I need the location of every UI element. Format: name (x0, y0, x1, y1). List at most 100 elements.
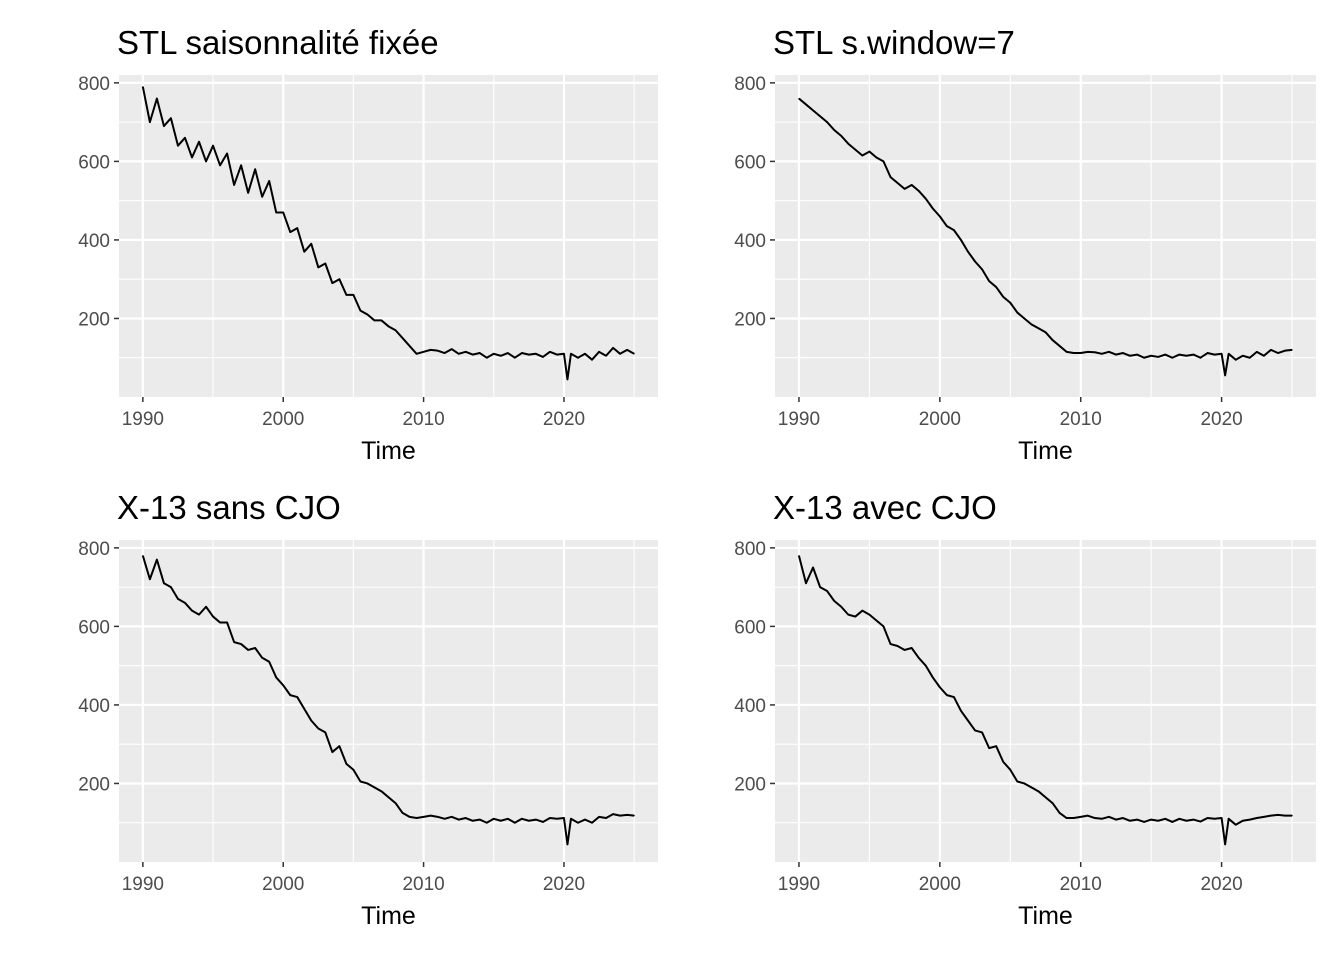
data-point (408, 816, 411, 818)
x-tick-label: 1990 (122, 409, 164, 430)
data-point (939, 215, 941, 217)
x-tick-label: 2020 (1200, 874, 1242, 895)
x-tick-label: 2000 (919, 409, 961, 430)
data-point (1221, 353, 1223, 355)
data-point (324, 731, 326, 734)
data-point (1213, 818, 1216, 820)
data-point (219, 164, 221, 166)
data-point (1235, 359, 1237, 361)
chart-title: STL s.window=7 (773, 24, 1015, 61)
data-point (1221, 817, 1223, 819)
data-point (577, 822, 579, 824)
data-point (896, 182, 899, 184)
data-point (1009, 302, 1011, 304)
data-point (633, 353, 635, 355)
data-point (812, 566, 814, 569)
data-point (528, 820, 530, 822)
data-point (619, 353, 621, 355)
data-point (1115, 818, 1117, 821)
data-point (486, 822, 488, 824)
data-point (1051, 802, 1054, 804)
data-point (310, 243, 312, 245)
x-tick-label: 2000 (262, 874, 304, 895)
data-point (1101, 353, 1103, 355)
data-point (493, 818, 495, 820)
data-point (373, 786, 376, 788)
data-point (240, 643, 242, 645)
data-point (303, 251, 305, 253)
data-point (1101, 818, 1103, 820)
data-point (1094, 351, 1096, 353)
data-point (240, 164, 242, 166)
x-tick-label: 2010 (402, 874, 444, 895)
data-point (584, 353, 586, 355)
data-point (612, 347, 614, 349)
data-point (458, 818, 460, 821)
data-point (324, 262, 326, 265)
data-point (282, 684, 284, 686)
data-point (861, 610, 863, 612)
chart-title: STL saisonnalité fixée (117, 24, 439, 61)
data-point (840, 606, 842, 608)
data-point (854, 615, 856, 618)
data-point (296, 696, 298, 698)
data-point (275, 211, 277, 214)
data-point (500, 820, 502, 822)
data-point (156, 97, 158, 100)
data-point (946, 225, 948, 227)
chart-panel-4: 1990 2000 2010 2020 200 400 600 800 X-13 avec CJ… (734, 489, 1316, 930)
data-point (422, 816, 425, 818)
data-point (415, 817, 418, 819)
data-point (352, 294, 355, 296)
data-point (1122, 352, 1124, 354)
y-tick-label: 800 (78, 539, 110, 560)
data-point (563, 353, 565, 355)
data-point (1291, 815, 1293, 817)
y-tick-label: 600 (78, 152, 110, 173)
y-tick-label: 400 (78, 696, 110, 717)
data-point (254, 168, 256, 170)
data-point (798, 555, 800, 557)
data-point (359, 310, 362, 312)
x-tick-label: 2020 (543, 874, 585, 895)
data-point (437, 350, 439, 352)
data-point (1199, 357, 1202, 359)
data-point (1108, 816, 1110, 818)
data-point (345, 294, 347, 296)
data-point (1192, 353, 1195, 356)
data-point (486, 357, 488, 359)
x-tick-label: 1990 (778, 874, 820, 895)
data-point (1224, 843, 1226, 845)
data-point (254, 647, 256, 649)
data-point (317, 727, 319, 730)
data-point (415, 353, 418, 355)
data-point (338, 278, 340, 280)
data-point (373, 319, 376, 322)
x-tick-label: 2010 (1060, 874, 1102, 895)
data-point (289, 231, 291, 233)
x-tick-label: 2010 (402, 409, 444, 430)
data-point (1263, 355, 1265, 357)
data-point (163, 125, 165, 127)
plot-background (119, 75, 658, 397)
data-point (1094, 817, 1096, 819)
data-point (904, 649, 906, 651)
data-point (1150, 355, 1152, 357)
data-point (268, 180, 270, 182)
data-point (904, 188, 906, 190)
data-point (479, 352, 481, 354)
data-point (226, 152, 228, 155)
data-point (988, 280, 990, 282)
data-point (1058, 812, 1061, 814)
data-point (819, 115, 821, 117)
x-tick-label: 1990 (778, 409, 820, 430)
data-point (833, 600, 835, 602)
data-point (226, 621, 228, 624)
data-point (1023, 317, 1025, 320)
data-point (591, 822, 593, 824)
data-point (1256, 351, 1258, 353)
data-point (1037, 327, 1040, 329)
y-tick-label: 800 (78, 74, 110, 95)
data-point (918, 657, 920, 659)
chart-title: X-13 sans CJO (117, 489, 341, 526)
